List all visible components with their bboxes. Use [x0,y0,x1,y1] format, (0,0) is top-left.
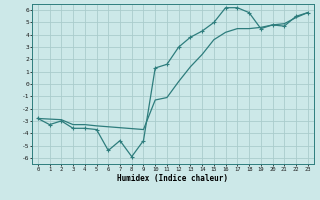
X-axis label: Humidex (Indice chaleur): Humidex (Indice chaleur) [117,174,228,183]
